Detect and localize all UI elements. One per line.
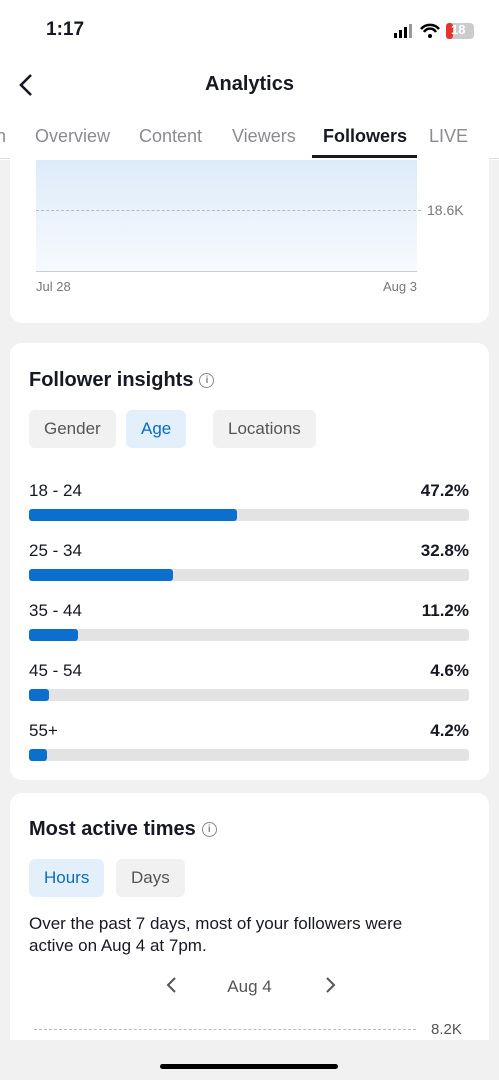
row-value: 11.2%	[421, 601, 469, 620]
bar-track	[29, 749, 469, 761]
back-button[interactable]	[16, 72, 36, 98]
tab[interactable]: LIVE	[429, 126, 469, 146]
top-bar	[0, 0, 499, 160]
row-label: 35 - 44	[29, 601, 82, 620]
title-text: Follower insights	[29, 369, 194, 391]
row-label: 25 - 34	[29, 541, 82, 560]
bar	[29, 629, 79, 641]
tab[interactable]: Viewers	[232, 126, 296, 146]
card-title: Most active times i	[29, 818, 217, 841]
status-icons	[394, 23, 474, 39]
row-label: 18 - 24	[29, 481, 82, 500]
y-label: 8.2K	[431, 1021, 462, 1038]
filter-pill[interactable]: Days	[116, 859, 185, 897]
bar	[29, 749, 48, 761]
row-label: 45 - 54	[29, 661, 82, 680]
filter-pill[interactable]: Locations	[213, 410, 316, 448]
filter-pill[interactable]: Age	[126, 410, 187, 448]
prev-button[interactable]	[162, 975, 182, 995]
chart-gridline	[36, 210, 421, 211]
most-active-card: Most active times i Over the past 7 days,…	[10, 793, 489, 1040]
follower-chart-card: 18.6K Jul 28 Aug 3	[10, 150, 489, 323]
title-text: Most active times	[29, 818, 196, 840]
chart-axis	[36, 271, 417, 272]
row-label: 55+	[29, 721, 58, 740]
x-label: Aug 3	[383, 279, 417, 294]
row-value: 4.6%	[430, 661, 469, 680]
page-title: Analytics	[205, 73, 294, 95]
bar-track	[29, 629, 469, 641]
info-icon[interactable]: i	[199, 373, 215, 389]
tab[interactable]: n	[0, 126, 7, 146]
filter-pill[interactable]: Hours	[29, 859, 105, 897]
chart-area	[36, 160, 417, 271]
filter-pill[interactable]: Gender	[29, 410, 116, 448]
chart-gridline	[34, 1029, 416, 1030]
info-icon[interactable]: i	[201, 822, 217, 838]
bar	[29, 569, 174, 581]
card-title: Follower insights i	[29, 369, 215, 392]
row-value: 4.2%	[430, 721, 469, 740]
tab-indicator	[312, 155, 417, 158]
follower-insights-card: Follower insights i Gender Age Locations 18 …	[10, 343, 489, 780]
y-label: 18.6K	[427, 202, 464, 218]
bar	[29, 509, 237, 521]
date-label: Aug 4	[227, 977, 272, 996]
row-value: 47.2%	[420, 481, 469, 500]
tab[interactable]: Followers	[323, 126, 408, 146]
battery-level: 18	[451, 22, 466, 37]
status-time: 1:17	[46, 19, 85, 40]
summary-text: Over the past 7 days, most of your follo…	[29, 914, 403, 955]
tab[interactable]: Content	[139, 126, 203, 146]
home-indicator	[160, 1064, 338, 1069]
bar-track	[29, 689, 469, 701]
bar	[29, 689, 50, 701]
tab[interactable]: Overview	[35, 126, 111, 146]
next-button[interactable]	[320, 975, 340, 995]
row-value: 32.8%	[420, 541, 469, 560]
x-label: Jul 28	[36, 279, 71, 294]
